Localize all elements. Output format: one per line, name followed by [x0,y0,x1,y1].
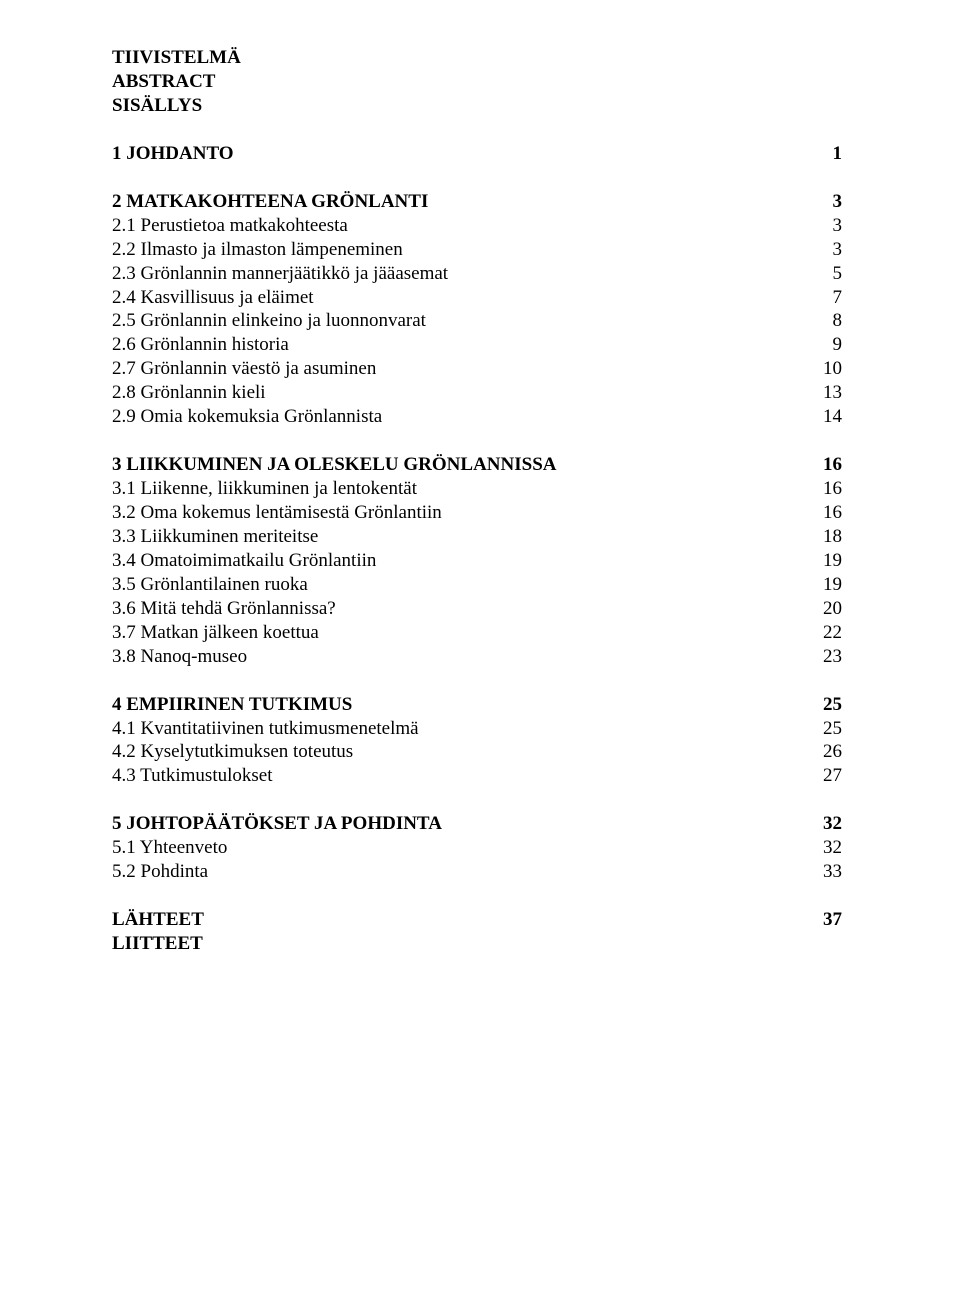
toc-item: 5.1 Yhteenveto [112,836,227,860]
toc-row: 5.1 Yhteenveto 32 [112,836,842,860]
toc-page: 22 [794,621,842,645]
toc-heading: 3 LIIKKUMINEN JA OLESKELU GRÖNLANNISSA [112,453,556,477]
toc-item: 3.7 Matkan jälkeen koettua [112,621,319,645]
toc-row: 4.1 Kvantitatiivinen tutkimusmenetelmä 2… [112,717,842,741]
toc-item: 2.5 Grönlannin elinkeino ja luonnonvarat [112,309,426,333]
toc-page: 13 [794,381,842,405]
toc-page: 25 [794,693,842,717]
toc-page: 10 [794,357,842,381]
toc-row: 2.1 Perustietoa matkakohteesta 3 [112,214,842,238]
toc-row: 2.6 Grönlannin historia 9 [112,333,842,357]
toc-page: 3 [794,238,842,262]
toc-item: 2.2 Ilmasto ja ilmaston lämpeneminen [112,238,403,262]
toc-row: 2.3 Grönlannin mannerjäätikkö ja jääasem… [112,262,842,286]
toc-item: 4.3 Tutkimustulokset [112,764,273,788]
toc-row: 3.3 Liikkuminen meriteitse 18 [112,525,842,549]
toc-page: 27 [794,764,842,788]
toc-page: 33 [794,860,842,884]
toc-item: 4.1 Kvantitatiivinen tutkimusmenetelmä [112,717,419,741]
toc-row: 3.5 Grönlantilainen ruoka 19 [112,573,842,597]
toc-row: 2.7 Grönlannin väestö ja asuminen 10 [112,357,842,381]
toc-row: 4.2 Kyselytutkimuksen toteutus 26 [112,740,842,764]
toc-page: 19 [794,549,842,573]
toc-item: 2.7 Grönlannin väestö ja asuminen [112,357,376,381]
toc-page: 3 [794,214,842,238]
section-3: 3 LIIKKUMINEN JA OLESKELU GRÖNLANNISSA 1… [112,453,842,668]
toc-row: 1 JOHDANTO 1 [112,142,842,166]
toc-page: 3 [794,190,842,214]
toc-page: 32 [794,836,842,860]
toc-item: 2.3 Grönlannin mannerjäätikkö ja jääasem… [112,262,448,286]
toc-page: 8 [794,309,842,333]
toc-page: 5 [794,262,842,286]
toc-item: 4.2 Kyselytutkimuksen toteutus [112,740,353,764]
toc-row: 2.2 Ilmasto ja ilmaston lämpeneminen 3 [112,238,842,262]
header-tiivistelma: TIIVISTELMÄ [112,46,842,70]
toc-row: 2.4 Kasvillisuus ja eläimet 7 [112,286,842,310]
toc-row: 5.2 Pohdinta 33 [112,860,842,884]
toc-row: 3.1 Liikenne, liikkuminen ja lentokentät… [112,477,842,501]
toc-page: 1 [794,142,842,166]
toc-page: 9 [794,333,842,357]
toc-item: 2.8 Grönlannin kieli [112,381,266,405]
toc-row: 3.2 Oma kokemus lentämisestä Grönlantiin… [112,501,842,525]
toc-page: 20 [794,597,842,621]
toc-item: 3.3 Liikkuminen meriteitse [112,525,318,549]
toc-item: 3.8 Nanoq-museo [112,645,247,669]
toc-item: 2.9 Omia kokemuksia Grönlannista [112,405,382,429]
toc-page: 19 [794,573,842,597]
toc-row: 4.3 Tutkimustulokset 27 [112,764,842,788]
toc-row: LÄHTEET 37 [112,908,842,932]
toc-heading-lahteet: LÄHTEET [112,908,204,932]
toc-page: 18 [794,525,842,549]
toc-row: 3.7 Matkan jälkeen koettua 22 [112,621,842,645]
toc-heading: 2 MATKAKOHTEENA GRÖNLANTI [112,190,428,214]
toc-heading-liitteet: LIITTEET [112,932,203,956]
toc-item: 3.4 Omatoimimatkailu Grönlantiin [112,549,376,573]
toc-item: 5.2 Pohdinta [112,860,208,884]
header-block: TIIVISTELMÄ ABSTRACT SISÄLLYS [112,46,842,118]
toc-page: 25 [794,717,842,741]
toc-item: 2.4 Kasvillisuus ja eläimet [112,286,314,310]
toc-row: 2.9 Omia kokemuksia Grönlannista 14 [112,405,842,429]
toc-row: 3.4 Omatoimimatkailu Grönlantiin 19 [112,549,842,573]
toc-row: 4 EMPIIRINEN TUTKIMUS 25 [112,693,842,717]
page: TIIVISTELMÄ ABSTRACT SISÄLLYS 1 JOHDANTO… [0,0,960,1312]
toc-page: 37 [794,908,842,932]
section-4: 4 EMPIIRINEN TUTKIMUS 25 4.1 Kvantitatii… [112,693,842,789]
toc-page: 14 [794,405,842,429]
toc-heading: 4 EMPIIRINEN TUTKIMUS [112,693,352,717]
toc-page: 16 [794,477,842,501]
toc-row: LIITTEET [112,932,842,956]
toc-page: 7 [794,286,842,310]
end-block: LÄHTEET 37 LIITTEET [112,908,842,956]
toc-page: 32 [794,812,842,836]
toc-item: 2.1 Perustietoa matkakohteesta [112,214,348,238]
section-1: 1 JOHDANTO 1 [112,142,842,166]
section-5: 5 JOHTOPÄÄTÖKSET JA POHDINTA 32 5.1 Yhte… [112,812,842,884]
toc-heading: 5 JOHTOPÄÄTÖKSET JA POHDINTA [112,812,442,836]
toc-item: 3.5 Grönlantilainen ruoka [112,573,308,597]
toc-item: 2.6 Grönlannin historia [112,333,289,357]
toc-page: 16 [794,501,842,525]
header-abstract: ABSTRACT [112,70,842,94]
toc-row: 3 LIIKKUMINEN JA OLESKELU GRÖNLANNISSA 1… [112,453,842,477]
toc-item: 3.2 Oma kokemus lentämisestä Grönlantiin [112,501,442,525]
section-2: 2 MATKAKOHTEENA GRÖNLANTI 3 2.1 Perustie… [112,190,842,429]
toc-row: 2.8 Grönlannin kieli 13 [112,381,842,405]
toc-item: 3.1 Liikenne, liikkuminen ja lentokentät [112,477,417,501]
toc-row: 3.6 Mitä tehdä Grönlannissa? 20 [112,597,842,621]
toc-row: 3.8 Nanoq-museo 23 [112,645,842,669]
toc-row: 2.5 Grönlannin elinkeino ja luonnonvarat… [112,309,842,333]
header-sisallys: SISÄLLYS [112,94,842,118]
toc-page: 16 [794,453,842,477]
toc-row: 2 MATKAKOHTEENA GRÖNLANTI 3 [112,190,842,214]
toc-page: 23 [794,645,842,669]
toc-item: 3.6 Mitä tehdä Grönlannissa? [112,597,336,621]
toc-heading: 1 JOHDANTO [112,142,234,166]
toc-row: 5 JOHTOPÄÄTÖKSET JA POHDINTA 32 [112,812,842,836]
toc-page: 26 [794,740,842,764]
